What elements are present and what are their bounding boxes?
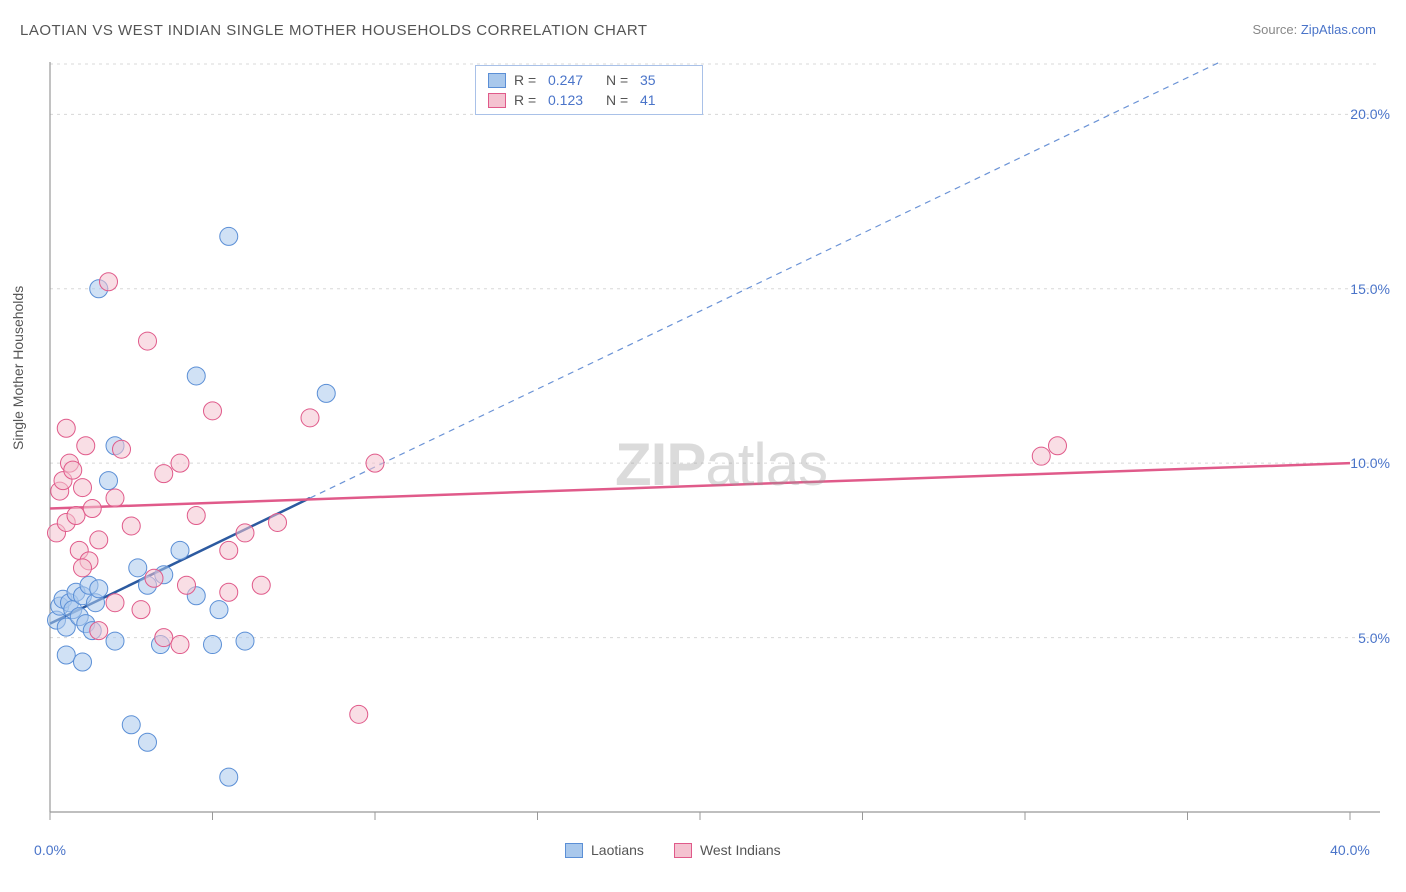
chart-title: LAOTIAN VS WEST INDIAN SINGLE MOTHER HOU… [20, 22, 648, 39]
x-tick-label: 0.0% [34, 842, 66, 858]
chart-area: R = 0.247 N = 35 R = 0.123 N = 41 ZIPatl… [45, 60, 1385, 830]
y-tick-label: 20.0% [1350, 106, 1390, 122]
r-label: R = [514, 72, 540, 88]
legend-swatch-westindians [488, 93, 506, 108]
y-tick-label: 5.0% [1358, 630, 1390, 646]
n-label: N = [606, 72, 632, 88]
r-value-laotians: 0.247 [548, 72, 598, 88]
r-value-westindians: 0.123 [548, 92, 598, 108]
series-legend: Laotians West Indians [565, 842, 781, 858]
legend-swatch-laotians [488, 73, 506, 88]
legend-label: West Indians [700, 842, 781, 858]
n-value-laotians: 35 [640, 72, 690, 88]
y-tick-label: 10.0% [1350, 455, 1390, 471]
watermark-light: atlas [705, 431, 827, 498]
source-value: ZipAtlas.com [1301, 22, 1376, 37]
legend-swatch-icon [674, 843, 692, 858]
legend-row-westindians: R = 0.123 N = 41 [488, 90, 690, 110]
n-label: N = [606, 92, 632, 108]
y-axis-label: Single Mother Households [10, 286, 26, 450]
x-tick-label: 40.0% [1330, 842, 1370, 858]
legend-label: Laotians [591, 842, 644, 858]
legend-item-laotians: Laotians [565, 842, 644, 858]
watermark-bold: ZIP [615, 431, 705, 498]
correlation-legend: R = 0.247 N = 35 R = 0.123 N = 41 [475, 65, 703, 115]
r-label: R = [514, 92, 540, 108]
n-value-westindians: 41 [640, 92, 690, 108]
source-attribution: Source: ZipAtlas.com [1252, 22, 1376, 37]
watermark: ZIPatlas [615, 430, 827, 499]
source-label: Source: [1252, 22, 1300, 37]
legend-item-westindians: West Indians [674, 842, 781, 858]
legend-swatch-icon [565, 843, 583, 858]
y-tick-label: 15.0% [1350, 281, 1390, 297]
legend-row-laotians: R = 0.247 N = 35 [488, 70, 690, 90]
